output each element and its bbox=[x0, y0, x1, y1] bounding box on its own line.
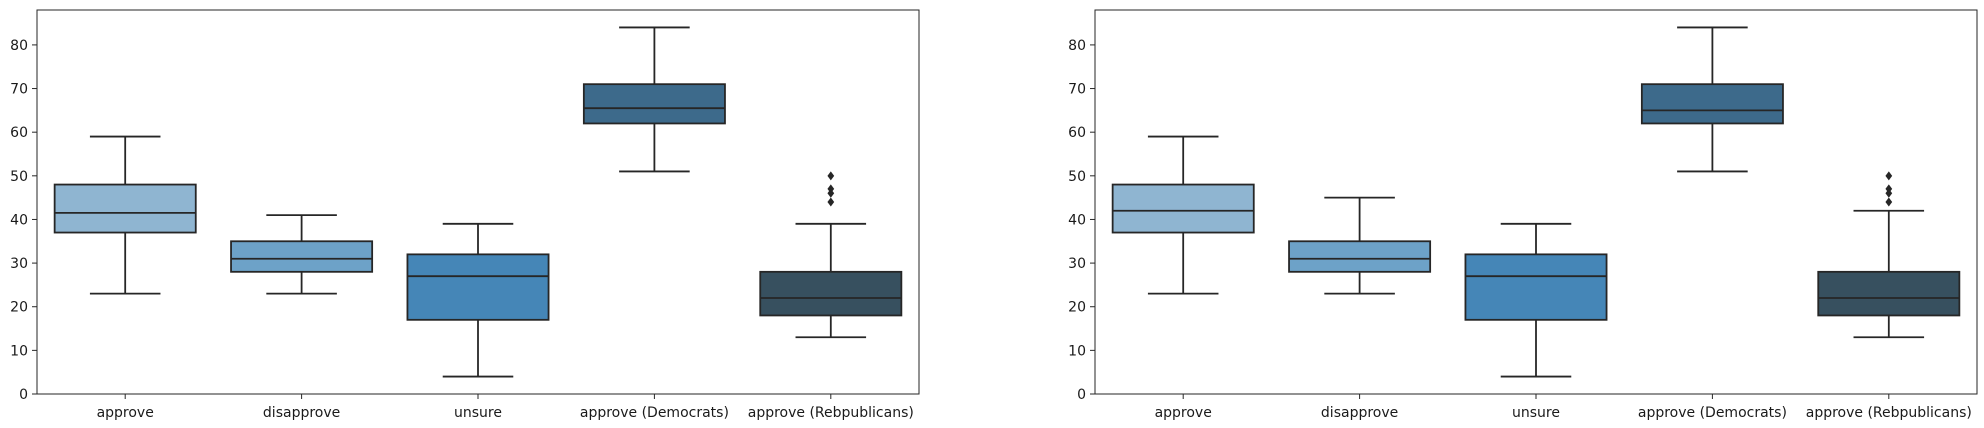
y-tick-label: 70 bbox=[1068, 82, 1086, 98]
x-tick-label: approve (Democrats) bbox=[1638, 405, 1787, 421]
box-3 bbox=[582, 26, 726, 173]
box-3 bbox=[1640, 26, 1784, 173]
y-tick-label: 30 bbox=[10, 256, 28, 272]
box-4 bbox=[1817, 171, 1961, 339]
y-tick-label: 40 bbox=[1068, 212, 1086, 228]
x-tick-label: unsure bbox=[454, 405, 502, 421]
iqr-box bbox=[53, 183, 197, 234]
y-tick-label: 70 bbox=[10, 82, 28, 98]
y-tick-label: 60 bbox=[1068, 125, 1086, 141]
box-2 bbox=[1464, 222, 1608, 378]
iqr-box bbox=[1111, 183, 1255, 234]
y-tick-label: 20 bbox=[10, 300, 28, 316]
y-tick-label: 40 bbox=[10, 212, 28, 228]
box-1 bbox=[1288, 196, 1432, 295]
box-2 bbox=[406, 222, 550, 378]
outlier-point bbox=[827, 171, 835, 181]
y-tick-label: 10 bbox=[10, 343, 28, 359]
y-tick-label: 60 bbox=[10, 125, 28, 141]
x-tick-label: disapprove bbox=[263, 405, 340, 421]
y-tick-label: 0 bbox=[19, 387, 28, 403]
iqr-box bbox=[582, 83, 726, 125]
x-tick-label: approve bbox=[1155, 405, 1212, 421]
x-tick-label: approve (Rebpublicans) bbox=[748, 405, 914, 421]
x-tick-label: approve (Rebpublicans) bbox=[1806, 405, 1972, 421]
x-tick-label: disapprove bbox=[1321, 405, 1398, 421]
iqr-box bbox=[1288, 240, 1432, 273]
y-tick-label: 30 bbox=[1068, 256, 1086, 272]
x-tick-label: approve (Democrats) bbox=[580, 405, 729, 421]
outlier-point bbox=[1885, 184, 1893, 194]
y-tick-label: 80 bbox=[1068, 38, 1086, 54]
iqr-box bbox=[230, 240, 374, 273]
x-tick-label: approve bbox=[97, 405, 154, 421]
iqr-box bbox=[1640, 83, 1784, 125]
iqr-box bbox=[759, 270, 903, 317]
plot-frame bbox=[36, 9, 920, 395]
boxplot-panel-right: 0 10 20 30 40 50 60 70 80 approve disapprove unsure… bbox=[1068, 9, 1978, 421]
outlier-point bbox=[827, 184, 835, 194]
y-tick-label: 80 bbox=[10, 38, 28, 54]
iqr-box bbox=[406, 253, 550, 321]
iqr-box bbox=[1817, 270, 1961, 317]
outlier-point bbox=[1885, 171, 1893, 181]
iqr-box bbox=[1464, 253, 1608, 321]
y-tick-label: 20 bbox=[1068, 300, 1086, 316]
outlier-point bbox=[827, 197, 835, 207]
y-tick-label: 10 bbox=[1068, 343, 1086, 359]
box-4 bbox=[759, 171, 903, 339]
boxplot-panel-left: 0 10 20 30 40 50 60 70 80 approve disapprove unsure… bbox=[10, 9, 920, 421]
box-0 bbox=[53, 135, 197, 295]
box-1 bbox=[230, 214, 374, 295]
y-tick-label: 0 bbox=[1077, 387, 1086, 403]
outlier-point bbox=[1885, 197, 1893, 207]
x-tick-label: unsure bbox=[1512, 405, 1560, 421]
plot-frame bbox=[1094, 9, 1978, 395]
box-0 bbox=[1111, 135, 1255, 295]
y-tick-label: 50 bbox=[1068, 169, 1086, 185]
y-tick-label: 50 bbox=[10, 169, 28, 185]
